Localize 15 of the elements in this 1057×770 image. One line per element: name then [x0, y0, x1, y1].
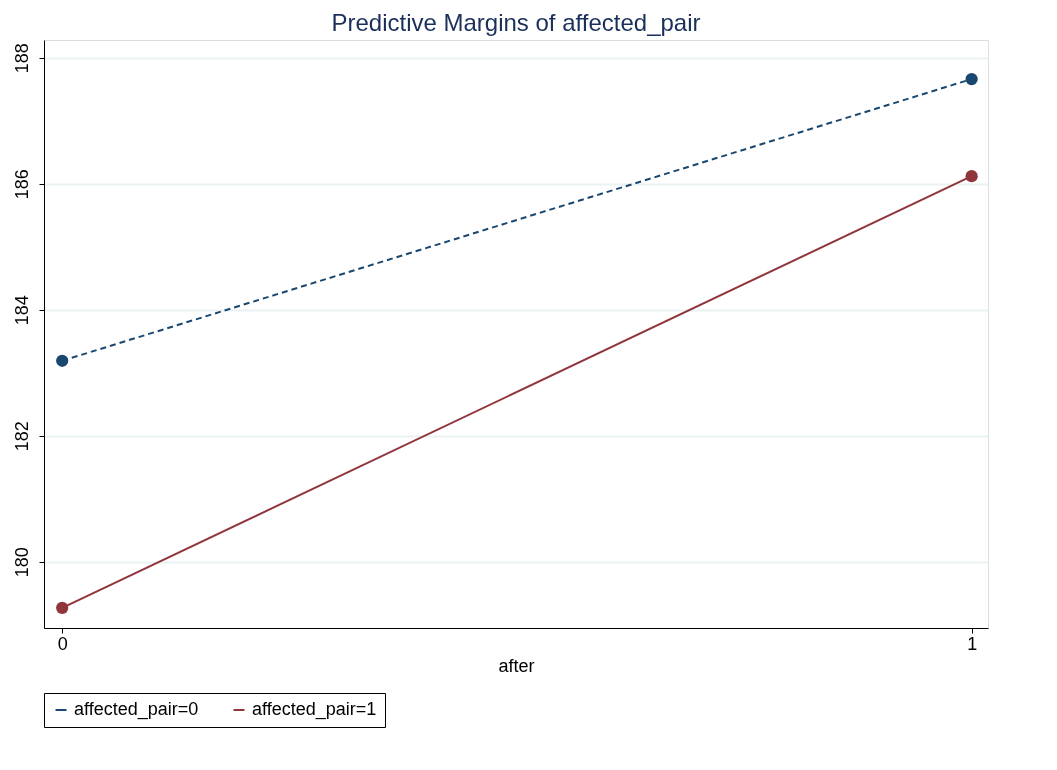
y-tick-label: 184 [11, 295, 32, 326]
y-tick-label: 182 [11, 421, 32, 452]
y-tick-label: 186 [11, 169, 32, 200]
point [965, 72, 978, 86]
x-axis-title: after [498, 655, 535, 676]
chart-title: Predictive Margins of affected_pair [331, 9, 701, 36]
y-tick-label: 188 [11, 43, 32, 74]
point [965, 170, 978, 183]
x-tick-label: 0 [57, 633, 68, 654]
point [56, 354, 69, 367]
x-tick-label: 1 [967, 633, 978, 654]
point [56, 601, 69, 614]
legend-label: affected_pair=0 [74, 699, 199, 720]
legend-label: affected_pair=1 [252, 699, 377, 720]
y-tick-label: 180 [11, 547, 32, 578]
